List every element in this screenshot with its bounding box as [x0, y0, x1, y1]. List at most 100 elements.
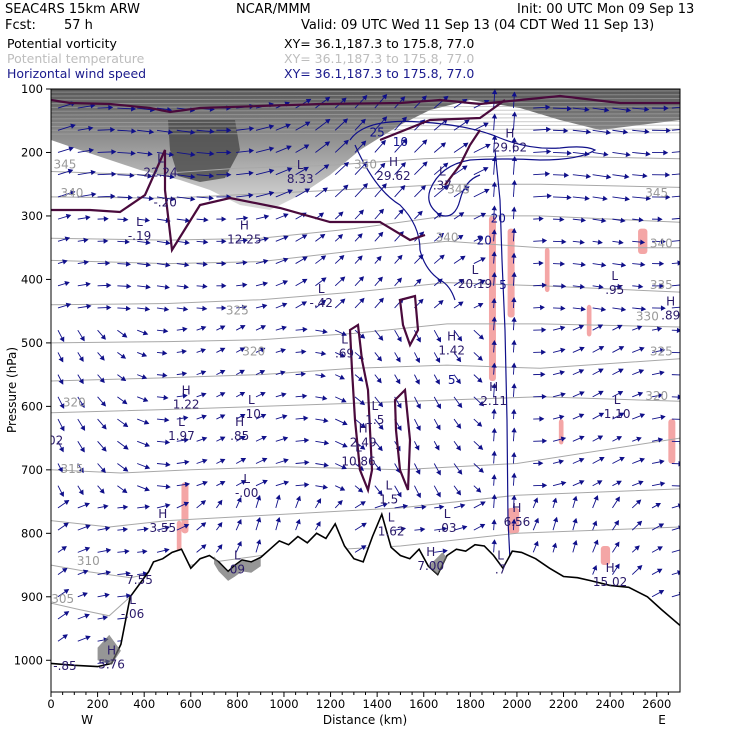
wind-arrowhead [63, 611, 70, 617]
wind-arrowhead [400, 526, 407, 532]
wind-arrowhead [475, 487, 482, 493]
wind-arrowhead [226, 127, 232, 133]
extremum-value: .10 [242, 407, 261, 421]
wind-arrowhead [226, 172, 232, 178]
wind-arrowhead [256, 539, 262, 545]
wind-arrowhead [219, 436, 226, 442]
wind-arrowhead [120, 376, 127, 382]
wind-arrowhead [439, 254, 445, 260]
wind-arrowhead [142, 330, 149, 336]
wind-arrowhead [546, 126, 552, 133]
wind-arrowhead [100, 334, 106, 340]
wind-arrowhead [58, 466, 63, 473]
wind-arrowhead [396, 491, 402, 498]
wind-arrowhead [275, 517, 281, 523]
wind-arrowhead [580, 261, 586, 268]
wind-arrowhead [339, 485, 346, 491]
wind-arrowhead [541, 282, 547, 288]
wind-arrowhead [382, 502, 388, 508]
isentrope-line-strat [51, 90, 680, 93]
wind-arrowhead [339, 276, 346, 282]
wind-arrowhead [395, 356, 401, 363]
wind-arrowhead [618, 239, 624, 245]
wind-arrowhead [491, 450, 497, 456]
wind-arrowhead [477, 236, 484, 242]
wind-arrowhead [322, 395, 328, 401]
wind-arrowhead [442, 184, 449, 191]
wind-arrowhead [566, 150, 572, 156]
wind-arrowhead [110, 127, 116, 133]
y-tick-label: 600 [21, 399, 43, 413]
wind-arrowhead [202, 283, 208, 289]
x-tick-label: 2400 [595, 697, 624, 711]
extremum-value: -.42 [310, 296, 333, 310]
wind-arrowhead [663, 150, 669, 156]
extremum-value: 20.19 [458, 277, 492, 291]
wind-arrowhead [295, 518, 301, 525]
wind-arrowhead [422, 161, 428, 167]
wind-arrowhead [320, 255, 327, 261]
wind-arrowhead [181, 371, 188, 377]
pv-blob-mid-1 [348, 323, 374, 494]
extremum-value: .89 [661, 309, 680, 323]
wind-arrowhead [511, 494, 517, 500]
wind-arrowhead [144, 464, 151, 470]
wind-arrowhead [304, 188, 311, 194]
wind-arrowhead [538, 260, 544, 266]
wind-arrowhead [640, 261, 646, 267]
wind-arrowhead [184, 459, 190, 466]
wind-arrowhead [660, 238, 666, 245]
wind-arrowhead [100, 467, 106, 474]
wind-arrowhead [456, 423, 462, 429]
wind-arrowhead [401, 138, 408, 144]
x-tick-label: 1400 [363, 697, 392, 711]
wind-arrowhead [70, 123, 76, 129]
wind-arrowhead [59, 446, 64, 453]
wind-arrowhead [63, 499, 70, 505]
extremum-marker: L [157, 152, 164, 166]
wind-arrowhead [105, 525, 111, 532]
wind-arrowhead [511, 408, 517, 414]
wind-arrowhead [242, 237, 249, 244]
wind-arrowhead [545, 171, 551, 177]
wind-arrowhead [603, 151, 609, 157]
extremum-marker: H [489, 380, 498, 394]
wind-arrowhead [436, 403, 441, 410]
tropopause-contour [51, 94, 680, 114]
wind-arrowhead [686, 171, 690, 175]
wind-arrowhead [546, 148, 552, 155]
wind-arrowhead [61, 546, 67, 552]
extremum-value: 1.5 [379, 493, 398, 507]
extremum-value: 1.5 [365, 413, 384, 427]
wind-arrowhead [125, 305, 131, 312]
wind-arrowhead [578, 369, 585, 374]
isentrope-line [51, 526, 680, 579]
wind-arrowhead [636, 325, 643, 331]
wind-arrowhead [578, 480, 585, 485]
wind-arrowhead [597, 239, 603, 245]
wind-arrowhead [84, 613, 90, 619]
wind-arrowhead [511, 252, 517, 258]
wind-arrowhead [183, 437, 190, 443]
wind-arrowhead [68, 146, 74, 152]
jet-contour-10 [354, 144, 456, 301]
isentrope-label: 345 [645, 186, 668, 200]
extremum-value: 2.49 [350, 435, 377, 449]
wind-arrowhead [301, 301, 308, 307]
isentrope-line [51, 323, 680, 344]
wind-arrowhead [545, 104, 551, 110]
wind-arrowhead [660, 481, 666, 487]
wind-arrowhead [438, 232, 445, 239]
wind-arrowhead [624, 196, 630, 202]
extremum-marker: H [107, 644, 116, 658]
wind-arrowhead [301, 278, 308, 284]
wind-arrowhead [553, 516, 559, 523]
wind-arrowhead [143, 526, 149, 533]
wind-arrowhead [560, 480, 567, 487]
wind-arrowhead [260, 391, 266, 397]
wind-arrowhead [183, 501, 190, 507]
y-tick-label: 900 [21, 590, 43, 604]
extremum-value: -.19 [128, 229, 151, 243]
wind-arrowhead [485, 143, 491, 149]
